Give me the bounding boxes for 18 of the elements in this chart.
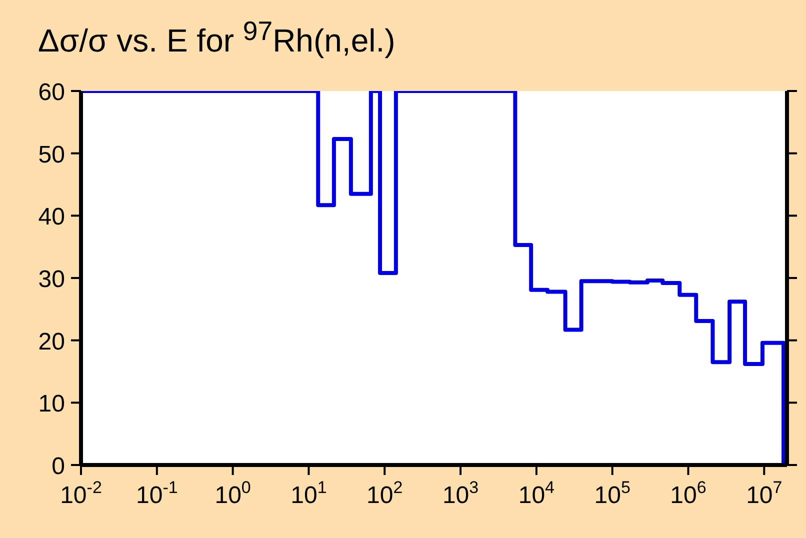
x-tick-label: 10$^{4}$ — [518, 478, 555, 509]
y-tick-label: 40 — [38, 204, 65, 231]
y-tick-label: 20 — [38, 328, 65, 356]
x-tick-label: 10$^{0}$ — [214, 478, 251, 509]
y-tick-label: 30 — [38, 266, 65, 293]
x-tick-label: 10$^{7}$ — [746, 478, 782, 509]
chart-title: Δσ/σ vs. E for $^{97}$Rh(n,el.) — [38, 16, 396, 60]
x-tick-label: 10$^{2}$ — [366, 478, 403, 509]
x-tick-label: 10$^{3}$ — [442, 478, 479, 509]
x-tick-label: 10$^{-1}$ — [136, 478, 178, 509]
y-tick-label: 10 — [38, 390, 65, 418]
y-tick-label: 0 — [52, 453, 65, 480]
x-tick-label: 10$^{1}$ — [290, 478, 327, 509]
x-tick-label: 10$^{-2}$ — [60, 478, 102, 509]
y-tick-label: 50 — [38, 141, 65, 168]
y-tick-label: 60 — [38, 79, 65, 106]
x-tick-label: 10$^{6}$ — [670, 478, 706, 509]
x-tick-label: 10$^{5}$ — [594, 478, 630, 509]
